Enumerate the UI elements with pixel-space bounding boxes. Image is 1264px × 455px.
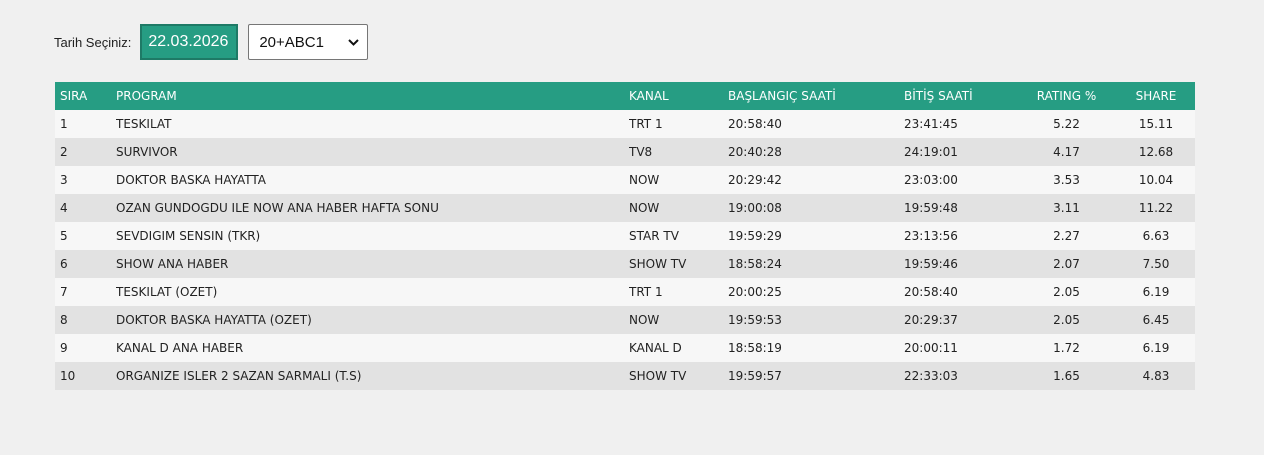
audience-select[interactable]: 20+ABC1	[248, 24, 369, 60]
cell-rating: 1.72	[1053, 341, 1080, 355]
cell-bitis: 20:29:37	[904, 313, 958, 327]
cell-sira: 5	[60, 229, 68, 243]
table-row: 7 TESKILAT (OZET) TRT 1 20:00:25 20:58:4…	[55, 278, 1195, 306]
cell-share: 6.19	[1142, 341, 1170, 355]
table-body: 1 TESKILAT TRT 1 20:58:40 23:41:45 5.22 …	[55, 110, 1195, 390]
cell-rating: 2.07	[1053, 257, 1080, 271]
cell-share: 4.83	[1142, 369, 1170, 383]
cell-kanal: KANAL D	[629, 341, 682, 355]
cell-rating: 1.65	[1053, 369, 1080, 383]
cell-bitis: 19:59:48	[904, 201, 958, 215]
cell-program: TESKILAT	[116, 117, 172, 131]
cell-program: SHOW ANA HABER	[116, 257, 229, 271]
header-share: SHARE	[1135, 89, 1177, 103]
audience-select-value: 20+ABC1	[259, 33, 324, 51]
cell-kanal: TV8	[629, 145, 653, 159]
cell-share: 11.22	[1138, 201, 1174, 215]
cell-sira: 3	[60, 173, 68, 187]
cell-share: 10.04	[1138, 173, 1174, 187]
cell-baslangic: 20:58:40	[728, 117, 782, 131]
header-kanal: KANAL	[629, 89, 669, 103]
cell-baslangic: 20:00:25	[728, 285, 782, 299]
cell-bitis: 23:41:45	[904, 117, 958, 131]
header-bitis: BİTİŞ SAATİ	[904, 89, 973, 103]
table-row: 6 SHOW ANA HABER SHOW TV 18:58:24 19:59:…	[55, 250, 1195, 278]
cell-share: 15.11	[1138, 117, 1174, 131]
chevron-down-icon	[348, 38, 360, 46]
cell-sira: 8	[60, 313, 68, 327]
cell-baslangic: 20:40:28	[728, 145, 782, 159]
cell-baslangic: 20:29:42	[728, 173, 782, 187]
cell-sira: 2	[60, 145, 68, 159]
cell-rating: 5.22	[1053, 117, 1080, 131]
header-row: SIRA PROGRAM KANAL BAŞLANGIÇ SAATİ BİTİŞ…	[55, 82, 1195, 110]
cell-rating: 2.05	[1053, 285, 1080, 299]
table-header: SIRA PROGRAM KANAL BAŞLANGIÇ SAATİ BİTİŞ…	[55, 82, 1195, 110]
cell-baslangic: 19:00:08	[728, 201, 782, 215]
table-row: 10 ORGANIZE ISLER 2 SAZAN SARMALI (T.S) …	[55, 362, 1195, 390]
cell-kanal: NOW	[629, 201, 660, 215]
cell-rating: 2.05	[1053, 313, 1080, 327]
cell-kanal: STAR TV	[629, 229, 679, 243]
header-rating: RATING %	[1036, 89, 1097, 103]
cell-share: 6.45	[1142, 313, 1170, 327]
table-row: 8 DOKTOR BASKA HAYATTA (OZET) NOW 19:59:…	[55, 306, 1195, 334]
cell-share: 6.19	[1142, 285, 1170, 299]
cell-program: SURVIVOR	[116, 145, 178, 159]
cell-bitis: 23:13:56	[904, 229, 958, 243]
date-input[interactable]	[140, 24, 239, 60]
cell-baslangic: 19:59:53	[728, 313, 782, 327]
cell-kanal: NOW	[629, 313, 660, 327]
header-sira: SIRA	[60, 89, 88, 103]
cell-program: OZAN GUNDOGDU ILE NOW ANA HABER HAFTA SO…	[116, 201, 439, 215]
filter-bar: Tarih Seçiniz: 20+ABC1	[54, 24, 369, 60]
date-label: Tarih Seçiniz:	[54, 34, 132, 50]
cell-baslangic: 18:58:24	[728, 257, 782, 271]
table-row: 9 KANAL D ANA HABER KANAL D 18:58:19 20:…	[55, 334, 1195, 362]
cell-bitis: 23:03:00	[904, 173, 958, 187]
cell-sira: 7	[60, 285, 68, 299]
cell-rating: 2.27	[1053, 229, 1080, 243]
cell-program: DOKTOR BASKA HAYATTA	[116, 173, 266, 187]
table-row: 2 SURVIVOR TV8 20:40:28 24:19:01 4.17 12…	[55, 138, 1195, 166]
table-row: 5 SEVDIGIM SENSIN (TKR) STAR TV 19:59:29…	[55, 222, 1195, 250]
cell-kanal: TRT 1	[629, 117, 663, 131]
table-row: 1 TESKILAT TRT 1 20:58:40 23:41:45 5.22 …	[55, 110, 1195, 138]
cell-bitis: 20:58:40	[904, 285, 958, 299]
cell-sira: 9	[60, 341, 68, 355]
cell-program: TESKILAT (OZET)	[116, 285, 218, 299]
cell-rating: 3.11	[1053, 201, 1080, 215]
cell-program: SEVDIGIM SENSIN (TKR)	[116, 229, 261, 243]
header-baslangic: BAŞLANGIÇ SAATİ	[728, 89, 836, 103]
cell-bitis: 24:19:01	[904, 145, 958, 159]
cell-baslangic: 19:59:57	[728, 369, 782, 383]
cell-program: KANAL D ANA HABER	[116, 341, 244, 355]
cell-share: 6.63	[1142, 229, 1170, 243]
cell-program: ORGANIZE ISLER 2 SAZAN SARMALI (T.S)	[116, 369, 362, 383]
cell-kanal: TRT 1	[629, 285, 663, 299]
cell-kanal: SHOW TV	[629, 369, 687, 383]
cell-sira: 1	[60, 117, 68, 131]
cell-kanal: SHOW TV	[629, 257, 687, 271]
cell-baslangic: 19:59:29	[728, 229, 782, 243]
cell-kanal: NOW	[629, 173, 660, 187]
cell-rating: 3.53	[1053, 173, 1080, 187]
cell-share: 12.68	[1138, 145, 1174, 159]
table-row: 3 DOKTOR BASKA HAYATTA NOW 20:29:42 23:0…	[55, 166, 1195, 194]
cell-bitis: 19:59:46	[904, 257, 958, 271]
cell-share: 7.50	[1142, 257, 1170, 271]
cell-bitis: 22:33:03	[904, 369, 958, 383]
ratings-table: SIRA PROGRAM KANAL BAŞLANGIÇ SAATİ BİTİŞ…	[55, 82, 1195, 390]
cell-bitis: 20:00:11	[904, 341, 958, 355]
cell-sira: 10	[60, 369, 76, 383]
cell-sira: 6	[60, 257, 68, 271]
header-program: PROGRAM	[116, 89, 177, 103]
cell-baslangic: 18:58:19	[728, 341, 782, 355]
cell-rating: 4.17	[1053, 145, 1080, 159]
table-row: 4 OZAN GUNDOGDU ILE NOW ANA HABER HAFTA …	[55, 194, 1195, 222]
cell-program: DOKTOR BASKA HAYATTA (OZET)	[116, 313, 312, 327]
cell-sira: 4	[60, 201, 68, 215]
